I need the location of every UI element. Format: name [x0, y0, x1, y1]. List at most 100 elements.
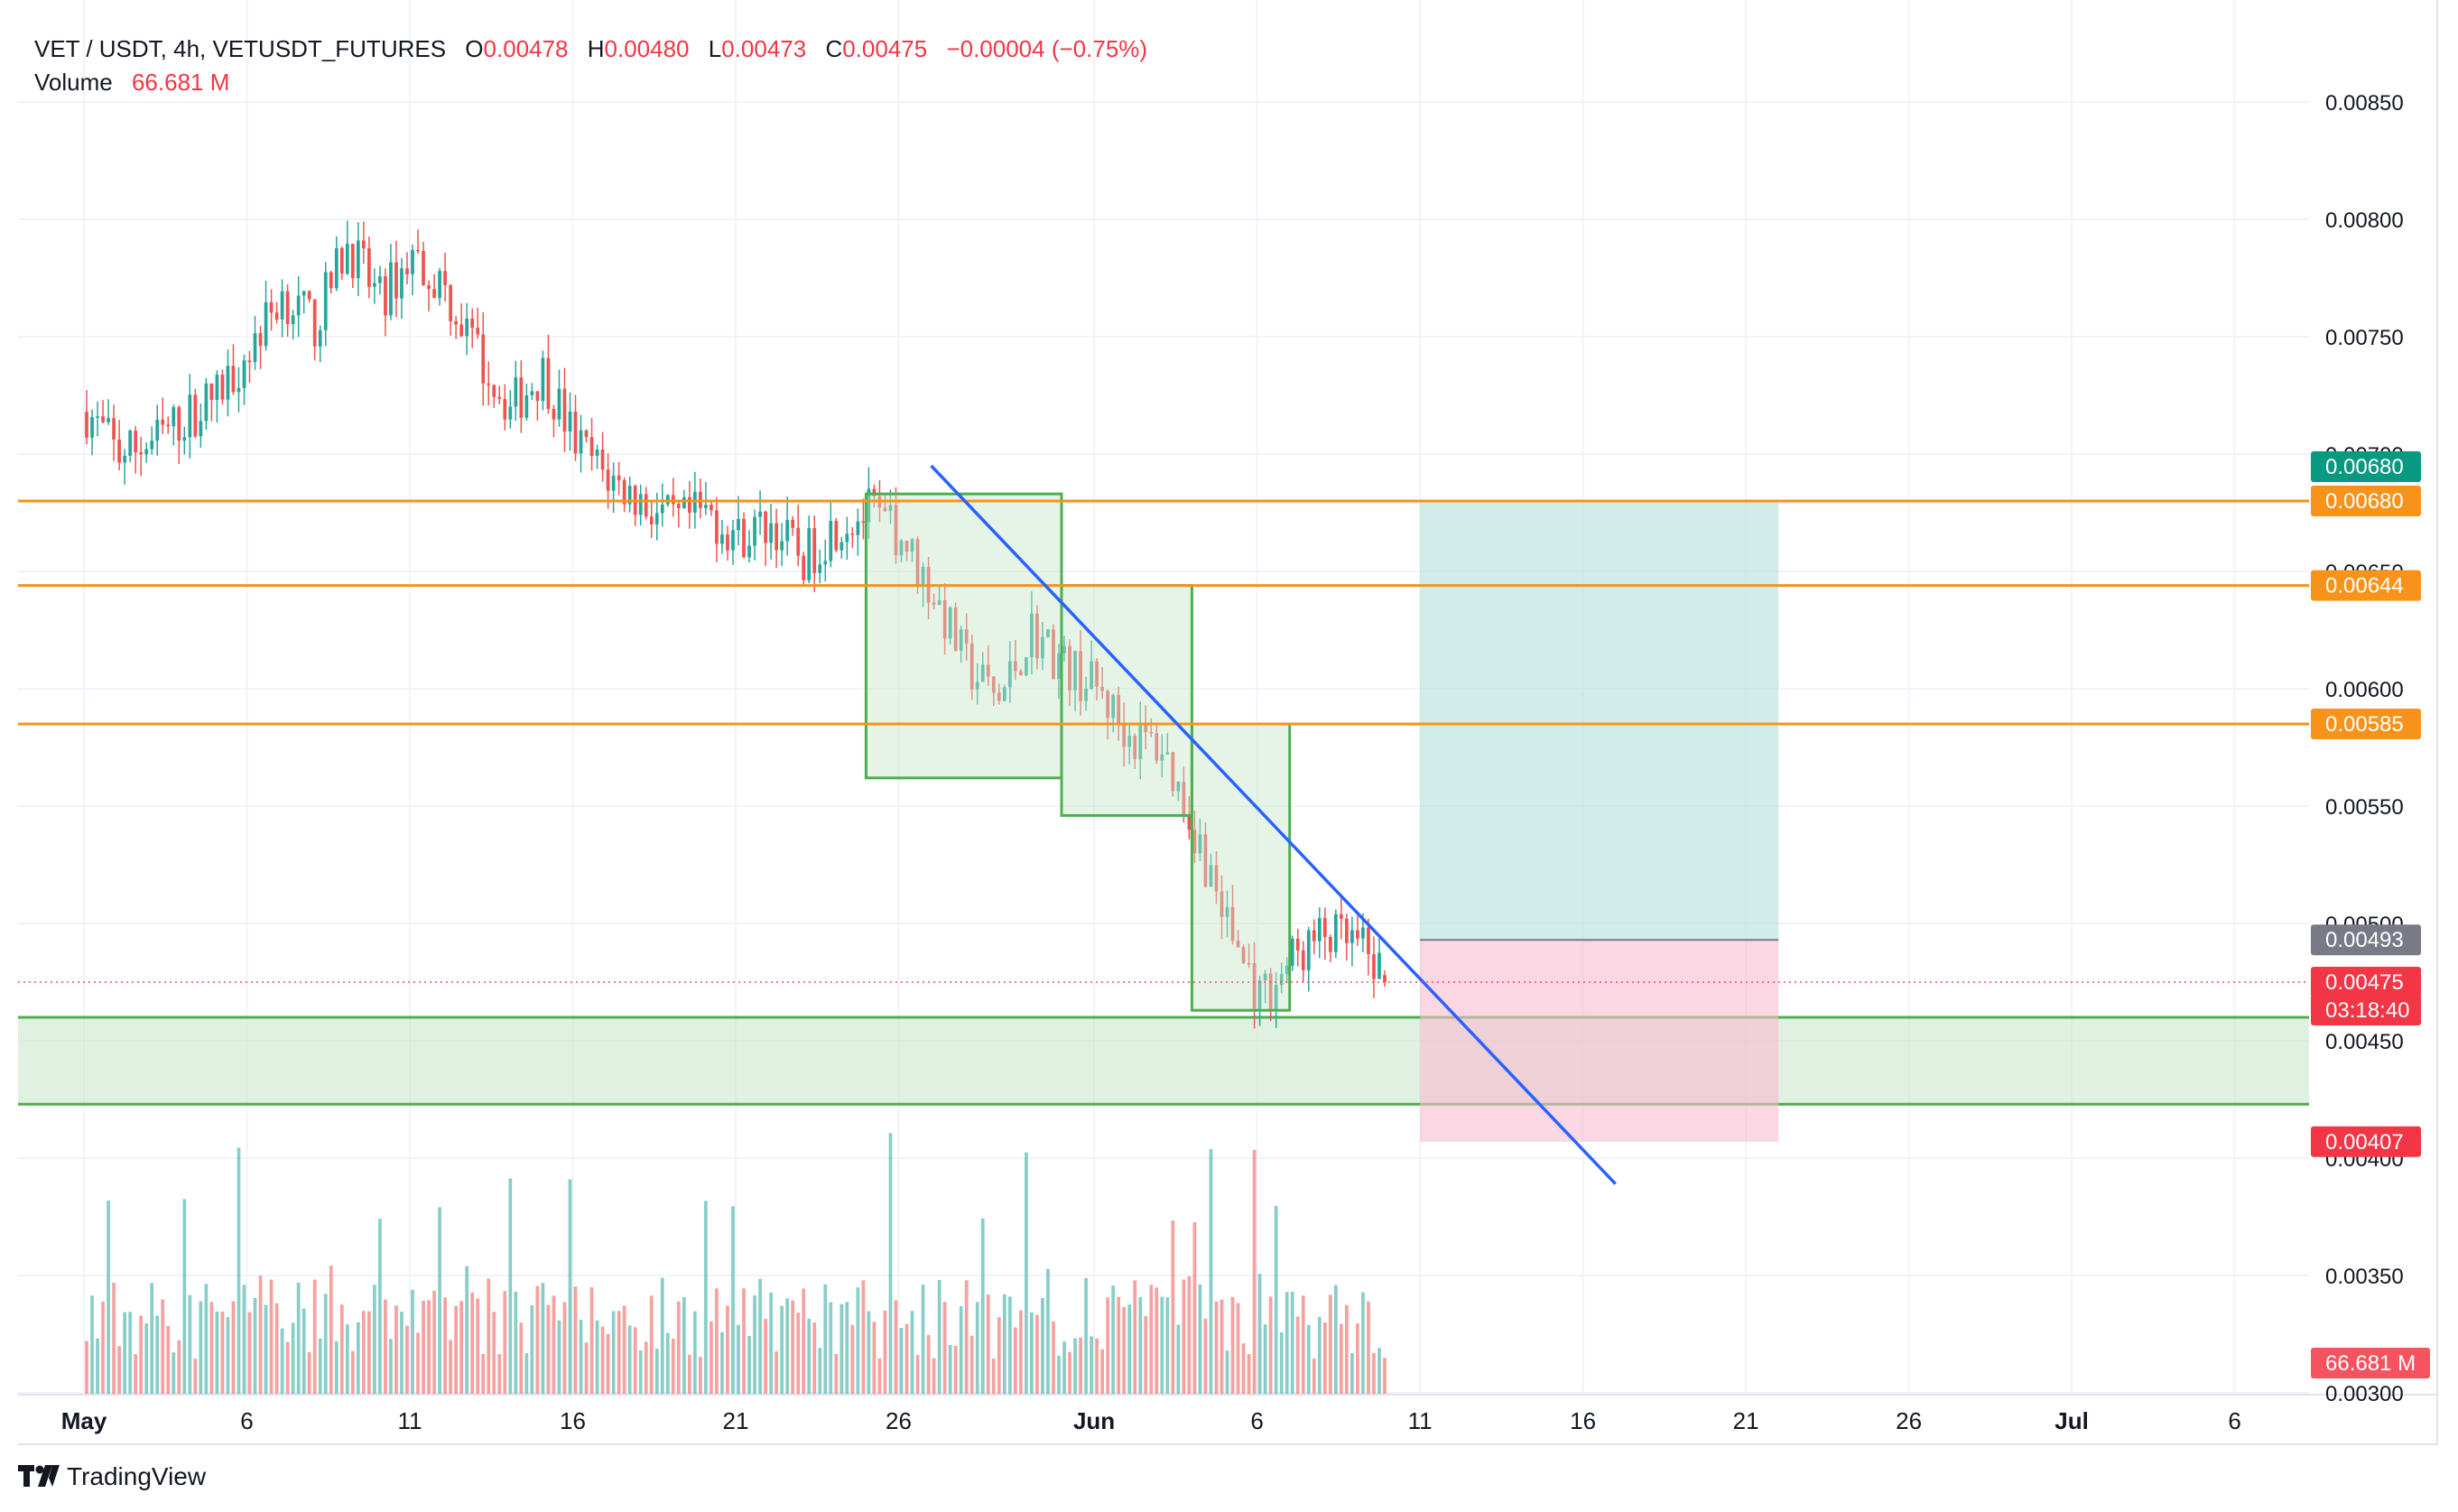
candle-body [85, 412, 88, 438]
candle-body [172, 407, 176, 427]
pattern-box[interactable] [1060, 584, 1193, 817]
volume-bar [584, 1342, 589, 1395]
pattern-box[interactable] [864, 492, 1063, 780]
volume-bar [1274, 1205, 1278, 1395]
candle-body [627, 486, 632, 505]
volume-bar [704, 1201, 708, 1395]
volume-bar [339, 1304, 344, 1395]
candle-body [177, 407, 181, 441]
volume-bar [253, 1297, 257, 1395]
volume-bar [1111, 1285, 1116, 1395]
volume-bar [1106, 1297, 1110, 1395]
candle-body [394, 262, 398, 299]
horizontal-levels[interactable] [18, 499, 2309, 726]
candle-body [258, 333, 263, 347]
candle-body [465, 318, 469, 337]
candle-body [834, 521, 839, 551]
volume-bar [356, 1322, 360, 1395]
volume-bar [209, 1302, 214, 1395]
candle-body [1257, 980, 1262, 1009]
volume-bar [101, 1301, 105, 1395]
candle-body [769, 523, 773, 543]
volume-bar [432, 1290, 436, 1395]
volume-bar [1052, 1321, 1055, 1395]
volume-bar [1138, 1296, 1143, 1395]
volume-bar [465, 1266, 469, 1395]
volume-bar [654, 1349, 659, 1395]
support-zone-fill [18, 1017, 2309, 1105]
candle-body [389, 262, 393, 316]
volume-bar [1062, 1341, 1066, 1395]
volume-bar [737, 1324, 740, 1395]
volume-bar [220, 1311, 225, 1395]
position-stop-zone[interactable] [1420, 940, 1779, 1142]
volume-bar [497, 1354, 502, 1395]
price-tag-bg [2311, 486, 2421, 516]
trendline[interactable] [930, 464, 1617, 1185]
candle-body [1106, 691, 1110, 719]
position-target-zone[interactable] [1420, 501, 1779, 941]
tradingview-logo[interactable]: TradingView [18, 1462, 206, 1491]
candle-body [199, 421, 203, 437]
volume-bar [747, 1336, 751, 1395]
x-tick-label: 26 [886, 1407, 912, 1434]
candle-body [155, 419, 160, 441]
candle-body [541, 357, 545, 402]
volume-bar [1117, 1296, 1121, 1395]
volume-bar [350, 1350, 355, 1395]
candle-body [557, 388, 561, 420]
tradingview-icon [18, 1465, 60, 1487]
candle-body [1062, 645, 1066, 654]
volume-bar [758, 1278, 762, 1395]
pattern-boxes[interactable] [864, 492, 1292, 1012]
candle-body [573, 412, 578, 454]
volume-bar [389, 1339, 393, 1395]
candle-body [1019, 671, 1023, 675]
volume-label[interactable]: Volume [34, 69, 113, 96]
candle-body [1198, 834, 1202, 854]
volume-bar [1007, 1296, 1012, 1395]
pattern-box[interactable] [1190, 722, 1292, 1012]
candle-body [568, 412, 572, 432]
price-tag-countdown: 03:18:40 [2325, 998, 2409, 1023]
candle-body [731, 530, 735, 551]
candle-body [1111, 694, 1116, 719]
candle-body [1214, 865, 1219, 892]
axes [18, 0, 2438, 1445]
candle-body [508, 406, 513, 420]
candle-body [1192, 830, 1197, 854]
volume-bar [264, 1304, 268, 1395]
x-tick-label: 16 [1570, 1407, 1596, 1434]
volume-bar [710, 1321, 713, 1395]
candle-body [1312, 930, 1316, 942]
volume-bar [514, 1291, 518, 1395]
volume-bar [231, 1301, 236, 1395]
long-position-tool[interactable] [1420, 501, 1779, 1142]
candle-body [339, 247, 344, 274]
candle-body [676, 504, 681, 509]
chart-legend: VET / USDT, 4h, VETUSDT_FUTURES O0.00478… [34, 32, 1147, 99]
candle-body [1301, 950, 1305, 970]
candle-body [1182, 782, 1186, 816]
candle-body [969, 644, 974, 690]
candle-body [345, 244, 349, 274]
candle-body [1155, 733, 1159, 761]
volume-bar [883, 1310, 887, 1395]
candle-body [318, 329, 322, 347]
volume-bar [1220, 1299, 1224, 1395]
volume-bar [258, 1275, 263, 1395]
candle-body [617, 475, 621, 480]
symbol-title[interactable]: VET / USDT, 4h, VETUSDT_FUTURES [34, 35, 447, 62]
candle-body [937, 599, 941, 605]
candle-body [758, 511, 762, 517]
candle-body [323, 272, 328, 330]
volume-bar [1030, 1312, 1034, 1395]
volume-bar [1100, 1349, 1104, 1395]
volume-bar [785, 1298, 790, 1395]
volume-bar [400, 1311, 403, 1395]
ohlc-row: VET / USDT, 4h, VETUSDT_FUTURES O0.00478… [34, 32, 1147, 66]
volume-bar [769, 1292, 773, 1395]
volume-bar [226, 1317, 230, 1395]
trendline-segment[interactable] [930, 464, 1617, 1185]
